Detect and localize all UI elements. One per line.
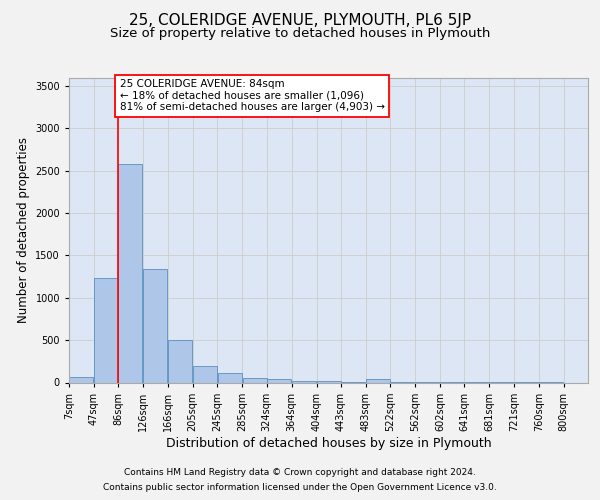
Y-axis label: Number of detached properties: Number of detached properties: [17, 137, 29, 323]
Text: Size of property relative to detached houses in Plymouth: Size of property relative to detached ho…: [110, 28, 490, 40]
Bar: [292, 381, 316, 382]
Bar: [267, 378, 291, 382]
Text: Contains public sector information licensed under the Open Government Licence v3: Contains public sector information licen…: [103, 483, 497, 492]
Bar: [118, 164, 142, 382]
Bar: [193, 366, 217, 382]
Bar: [218, 373, 242, 382]
Text: 25, COLERIDGE AVENUE, PLYMOUTH, PL6 5JP: 25, COLERIDGE AVENUE, PLYMOUTH, PL6 5JP: [129, 12, 471, 28]
Text: 25 COLERIDGE AVENUE: 84sqm
← 18% of detached houses are smaller (1,096)
81% of s: 25 COLERIDGE AVENUE: 84sqm ← 18% of deta…: [119, 79, 385, 112]
Bar: [169, 340, 193, 382]
Text: Contains HM Land Registry data © Crown copyright and database right 2024.: Contains HM Land Registry data © Crown c…: [124, 468, 476, 477]
Bar: [94, 278, 118, 382]
Bar: [366, 379, 390, 382]
Bar: [317, 381, 341, 382]
X-axis label: Distribution of detached houses by size in Plymouth: Distribution of detached houses by size …: [166, 436, 491, 450]
Bar: [69, 378, 93, 382]
Bar: [242, 378, 266, 382]
Bar: [143, 269, 167, 382]
